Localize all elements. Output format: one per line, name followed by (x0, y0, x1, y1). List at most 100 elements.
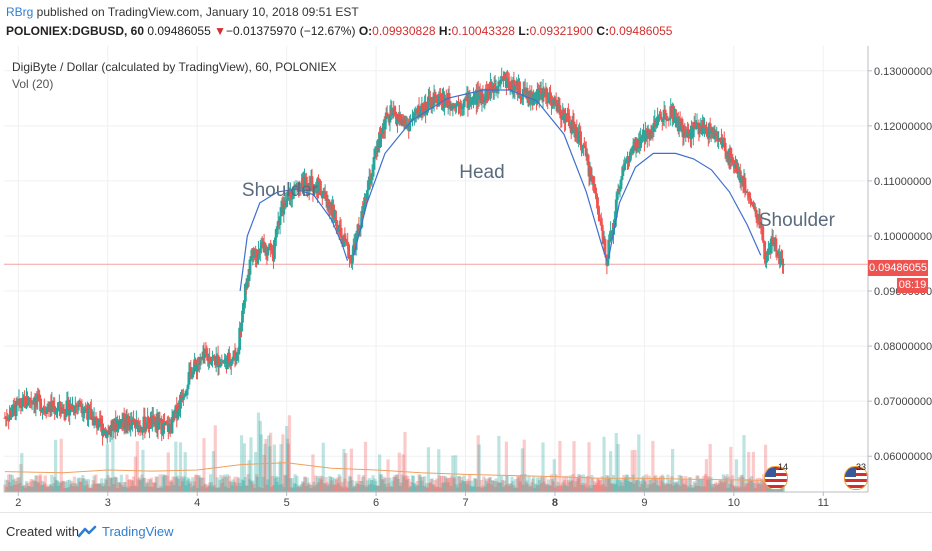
candle-body (696, 122, 700, 125)
chart-legend-title[interactable]: DigiByte / Dollar (calculated by Trading… (12, 60, 337, 74)
volume-bar (308, 485, 312, 492)
volume-bar (498, 482, 502, 492)
volume-bar (478, 486, 482, 492)
volume-bar (604, 486, 608, 492)
volume-bar (195, 487, 200, 492)
candle-body (433, 93, 437, 96)
tradingview-link[interactable]: TradingView (102, 524, 174, 539)
price-chart[interactable]: Shoulder Head Shoulder 0.06000000 0.0700000… (0, 0, 932, 512)
volume-bar (83, 485, 87, 492)
volume-bar (31, 479, 35, 492)
volume-legend[interactable]: Vol (20) (12, 77, 54, 91)
us-flag-event-icon[interactable] (764, 466, 788, 490)
volume-bar (503, 485, 508, 492)
volume-bar (78, 481, 82, 492)
volume-bar (559, 484, 563, 492)
volume-bar (630, 450, 634, 492)
author-link[interactable]: RBrg (6, 5, 34, 19)
candle-body (363, 197, 366, 207)
candle-body (194, 359, 197, 365)
candle-body (489, 81, 493, 90)
candle-body (93, 416, 97, 418)
volume-bar (552, 459, 556, 492)
candle-body (734, 164, 737, 169)
volume-bar (17, 477, 21, 492)
volume-bar (112, 484, 116, 492)
candle-body (655, 125, 659, 127)
candle-body (238, 327, 242, 350)
candle-body (753, 206, 757, 210)
candle-body (181, 396, 185, 401)
volume-bar (583, 483, 587, 492)
volume-bar (735, 485, 740, 492)
volume-bar (296, 487, 300, 492)
volume-bar (385, 486, 389, 492)
volume-bar (756, 484, 760, 492)
volume-bar (254, 474, 259, 492)
candle-body (27, 397, 31, 404)
volume-bar (419, 476, 423, 492)
volume-bar (327, 484, 331, 492)
volume-bar (388, 477, 392, 492)
volume-bar (299, 487, 303, 492)
volume-bar (304, 485, 308, 492)
tradingview-logo-icon[interactable] (78, 525, 98, 539)
volume-bar (692, 481, 696, 492)
symbol-label[interactable]: POLONIEX:DGBUSD, 60 (6, 24, 145, 38)
volume-bar (669, 484, 673, 492)
pattern-curve[interactable] (353, 89, 608, 261)
candle-body (327, 199, 331, 210)
pattern-annotations[interactable]: Shoulder Head Shoulder (242, 162, 836, 231)
volume-bar (473, 478, 477, 492)
volume-bar (591, 477, 595, 492)
volume-bar (15, 484, 19, 492)
candle-body (732, 161, 736, 166)
volume-bar (69, 484, 73, 492)
volume-bar (147, 486, 152, 492)
volume-bar (672, 481, 677, 492)
volume-bar (220, 483, 224, 492)
volume-bar (417, 474, 421, 492)
candle-body (460, 107, 464, 110)
volume-bar (494, 478, 498, 492)
volume-bar (475, 486, 479, 492)
candle-body (444, 98, 448, 104)
volume-bar (109, 477, 113, 492)
pattern-annotation[interactable]: Head (459, 162, 504, 183)
volume-bar (447, 477, 451, 492)
candle-body (473, 94, 476, 97)
candle-body (285, 200, 289, 207)
volume-bar (170, 481, 174, 492)
volume-bar (745, 479, 749, 492)
volume-bar (439, 487, 443, 492)
volume-bar (734, 459, 739, 492)
candle-body (419, 110, 423, 113)
us-flag-event-icon[interactable] (844, 466, 868, 490)
volume-bar (364, 487, 369, 492)
volume-bar (96, 483, 100, 492)
volume-bar (186, 477, 190, 492)
volume-bar (547, 479, 551, 492)
candle-body (58, 401, 62, 410)
volume-bar (582, 485, 586, 492)
volume-bar (370, 480, 374, 492)
volume-bar (187, 478, 191, 492)
candle-body (520, 96, 524, 100)
volume-bar (708, 444, 712, 492)
candle-body (571, 119, 575, 122)
pattern-curve[interactable] (239, 188, 349, 292)
candle-body (654, 119, 658, 127)
pattern-annotation[interactable]: Shoulder (759, 210, 836, 231)
pattern-curves[interactable] (239, 89, 762, 292)
volume-bar (435, 478, 439, 492)
candle-body (661, 118, 665, 122)
pattern-annotation[interactable]: Shoulder (242, 180, 319, 201)
volume-bar (383, 484, 387, 492)
volume-bar (306, 483, 310, 492)
candle-body (3, 417, 7, 419)
volume-bar (48, 484, 52, 492)
volume-bar (97, 483, 101, 492)
pattern-curve[interactable] (608, 152, 762, 259)
volume-bar (373, 478, 377, 492)
volume-bar (377, 485, 381, 492)
